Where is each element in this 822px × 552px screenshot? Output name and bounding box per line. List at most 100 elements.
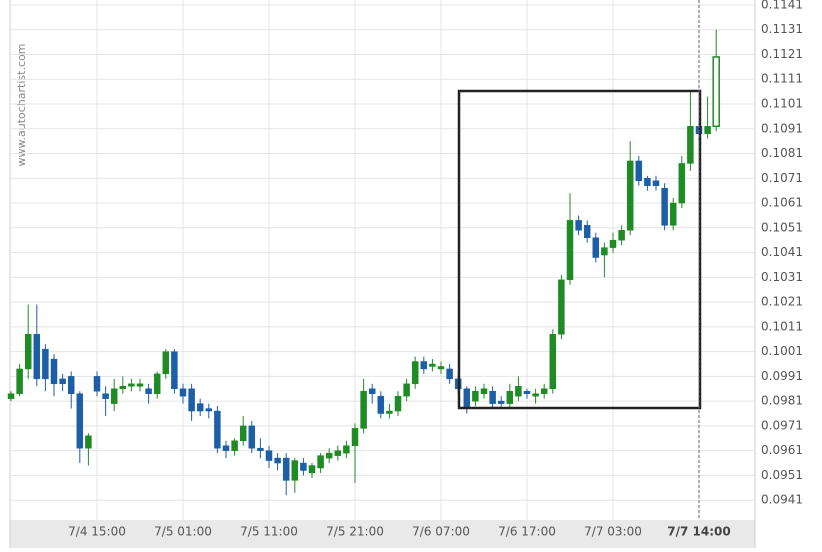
candle-body — [472, 390, 479, 402]
candle-body — [274, 457, 281, 464]
candle-body — [33, 334, 41, 380]
candle-body — [76, 393, 84, 449]
x-tick-label: 7/5 11:00 — [240, 525, 298, 539]
candle-body — [179, 388, 187, 397]
candle-body — [420, 361, 428, 370]
pattern-box — [457, 89, 702, 410]
candle-body — [644, 178, 651, 186]
candle-body — [153, 373, 161, 394]
candle-body — [540, 388, 548, 394]
candle-body — [59, 378, 66, 385]
candle-body — [16, 368, 23, 394]
y-tick-label: 0.0941 — [761, 493, 803, 507]
watermark: www.autochartist.com — [15, 44, 28, 167]
candle-body — [652, 180, 660, 186]
candle-body — [497, 400, 505, 404]
candle-body — [188, 388, 195, 412]
y-tick-label: 0.1061 — [761, 196, 803, 210]
candle-body — [523, 390, 531, 394]
candle-body — [24, 334, 32, 370]
candle-body — [489, 390, 496, 404]
y-tick-label: 0.1121 — [761, 47, 803, 61]
candle-body — [437, 366, 445, 370]
candle-body — [446, 368, 453, 380]
candle-body — [171, 351, 178, 390]
candle-body — [102, 393, 109, 399]
candle-body — [42, 348, 49, 380]
candle-body — [549, 334, 557, 390]
candle-body — [678, 163, 686, 204]
candle-body — [515, 386, 522, 397]
candle-body — [360, 390, 367, 429]
candle-body — [248, 425, 256, 449]
x-tick-label: 7/7 03:00 — [584, 525, 642, 539]
candle-body — [239, 425, 247, 442]
x-tick-label: 7/6 17:00 — [498, 525, 556, 539]
candle-body — [592, 237, 600, 258]
candle-body — [128, 383, 135, 387]
candle-body — [712, 56, 720, 128]
y-tick-label: 0.0951 — [761, 468, 803, 482]
candle-body — [300, 462, 307, 471]
y-tick-label: 0.0991 — [761, 369, 803, 383]
candle-body — [265, 450, 273, 461]
candle-body — [162, 351, 170, 375]
y-tick-label: 0.1071 — [761, 171, 803, 185]
candle-body — [351, 428, 359, 446]
x-tick-label: 7/5 01:00 — [154, 525, 212, 539]
x-tick-label: 7/5 21:00 — [326, 525, 384, 539]
y-tick-label: 0.1031 — [761, 270, 803, 284]
candle-body — [411, 361, 419, 385]
candle-body — [93, 376, 101, 392]
candle-body — [257, 447, 264, 451]
candle-body — [601, 247, 608, 256]
y-tick-label: 0.1001 — [761, 344, 803, 358]
candle-body — [669, 202, 677, 226]
x-axis-band — [10, 520, 755, 548]
y-tick-label: 0.1131 — [761, 22, 803, 36]
candle-body — [317, 455, 324, 469]
candle-body — [205, 408, 213, 412]
candle-body — [635, 160, 643, 182]
candle-body — [583, 225, 591, 238]
candle-body — [618, 230, 625, 241]
candle-body — [661, 187, 668, 226]
y-tick-label: 0.1141 — [761, 0, 803, 11]
candle-body — [687, 126, 694, 164]
candle-body — [325, 452, 333, 459]
candle-body — [308, 465, 316, 474]
candle-body — [282, 457, 290, 481]
candle-body — [566, 220, 574, 281]
candle-body — [704, 126, 711, 134]
candle-body — [343, 445, 350, 454]
x-tick-label: 7/7 14:00 — [667, 525, 730, 539]
y-tick-label: 0.1021 — [761, 295, 803, 309]
grid — [10, 0, 755, 520]
y-tick-label: 0.0981 — [761, 394, 803, 408]
y-tick-label: 0.0961 — [761, 443, 803, 457]
candle-body — [110, 388, 118, 404]
candle-body — [214, 410, 221, 449]
candle-body — [119, 386, 127, 390]
candle-body — [558, 279, 565, 335]
candle-body — [145, 388, 152, 394]
candle-body — [334, 450, 342, 456]
candle-body — [377, 395, 385, 414]
candle-body — [480, 388, 488, 394]
candle-body — [575, 220, 582, 231]
y-tick-label: 0.1041 — [761, 245, 803, 259]
candle-body — [532, 393, 539, 397]
candle-body — [85, 435, 92, 449]
candle-body — [222, 445, 230, 451]
x-tick-label: 7/6 07:00 — [412, 525, 470, 539]
candle-body — [7, 393, 15, 399]
candle-body — [609, 239, 617, 248]
candle-body — [626, 160, 634, 231]
candle-body — [50, 358, 58, 385]
candle-body — [463, 388, 471, 409]
y-tick-label: 0.1101 — [761, 97, 803, 111]
y-tick-label: 0.1091 — [761, 121, 803, 135]
candle-body — [429, 363, 436, 367]
candle-body — [506, 390, 514, 404]
